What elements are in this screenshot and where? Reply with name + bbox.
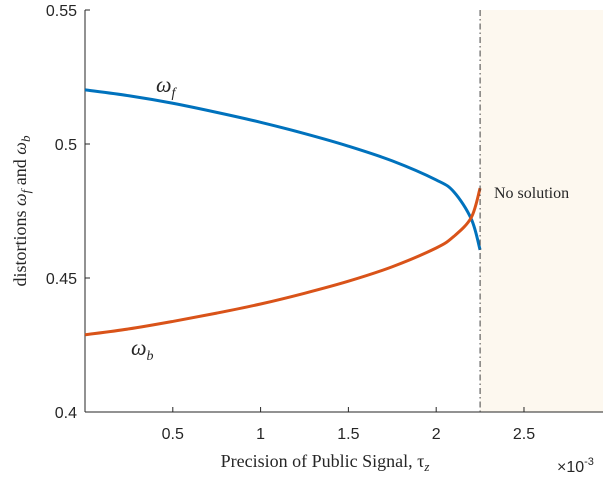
- x-axis-multiplier: ×10-3: [557, 456, 594, 476]
- x-tick-label: 2.5: [513, 426, 535, 443]
- x-tick-label: 0.5: [162, 426, 184, 443]
- y-axis-label: distortions ωf and ωb: [10, 135, 33, 287]
- annotation-no-solution: No solution: [494, 185, 569, 202]
- x-tick-label: 2: [432, 426, 441, 443]
- y-tick-label: 0.45: [46, 271, 77, 288]
- x-tick-label: 1: [256, 426, 265, 443]
- series-line-omega-f: [84, 88, 482, 251]
- no-solution-region: [480, 10, 603, 412]
- series-lines: [84, 88, 482, 337]
- x-tick-label: 1.5: [337, 426, 359, 443]
- y-tick-label: 0.55: [46, 3, 77, 20]
- series-label-omega-f: ωf: [156, 72, 178, 101]
- series-label-omega-b: ωb: [131, 335, 154, 364]
- axis-ticks: 0.5 1 1.5 2 2.5 0.4 0.45 0.5 0.55: [46, 3, 535, 443]
- x-axis-label: Precision of Public Signal, τz: [221, 451, 430, 474]
- y-tick-label: 0.4: [55, 405, 77, 422]
- series-line-omega-b: [84, 187, 482, 337]
- y-tick-label: 0.5: [55, 137, 77, 154]
